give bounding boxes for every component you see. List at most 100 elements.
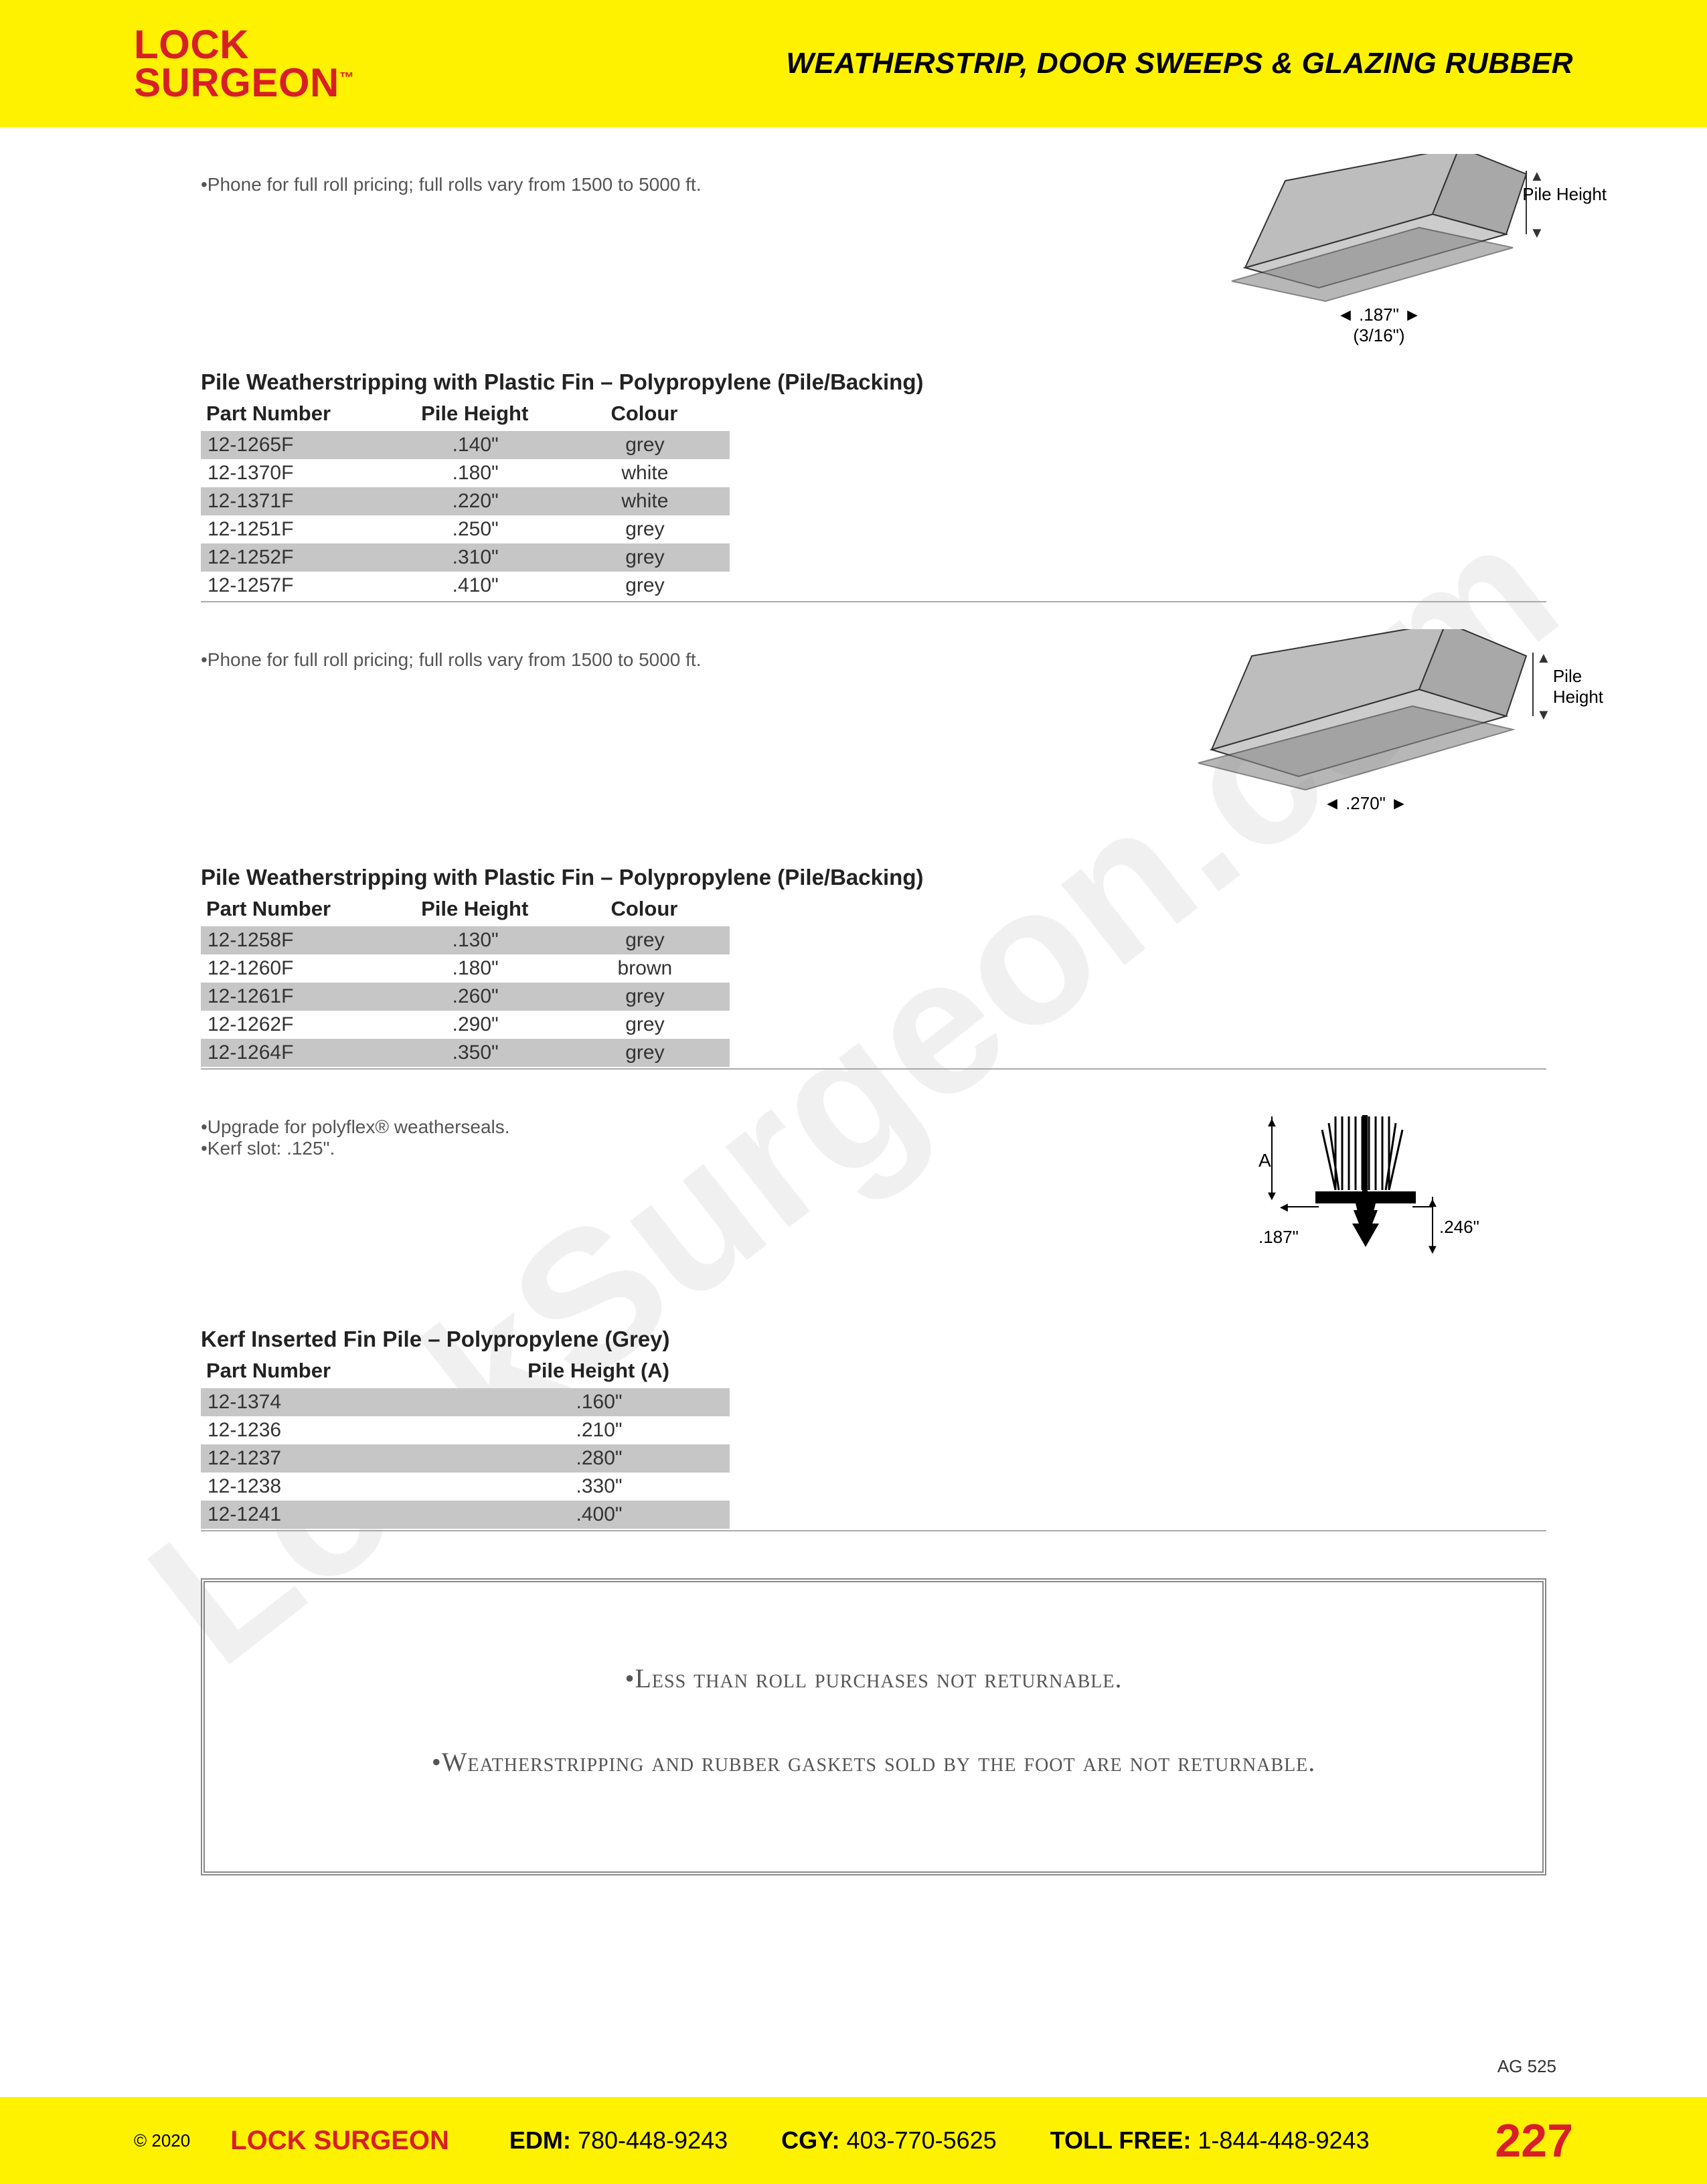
- section1-table: Part Number Pile Height Colour 12-1265F.…: [201, 399, 730, 600]
- cgy-label: CGY:: [781, 2126, 839, 2154]
- cell: .410": [391, 572, 560, 600]
- brand-logo: LOCK SURGEON™: [134, 25, 354, 102]
- svg-text:▲: ▲: [1536, 649, 1551, 666]
- arrow-right-icon: ►: [1404, 305, 1421, 325]
- page-container: LOCK SURGEON™ WEATHERSTRIP, DOOR SWEEPS …: [0, 0, 1707, 2184]
- table-row: 12-1264F.350"grey: [201, 1039, 730, 1067]
- diagram3-left-dim: .187": [1258, 1227, 1299, 1248]
- cell: .260": [391, 983, 560, 1011]
- cell: 12-1265F: [201, 431, 391, 459]
- table-header-row: Part Number Pile Height Colour: [201, 894, 730, 926]
- table-header-row: Part Number Pile Height Colour: [201, 399, 730, 431]
- arrow-left-icon: ◄: [1323, 793, 1341, 813]
- cell: 12-1262F: [201, 1011, 391, 1039]
- section-2: •Phone for full roll pricing; full rolls…: [201, 649, 1566, 1070]
- header-bar: LOCK SURGEON™ WEATHERSTRIP, DOOR SWEEPS …: [0, 0, 1707, 127]
- logo-line2: SURGEON: [134, 60, 339, 105]
- cell: .180": [391, 954, 560, 983]
- contact-edm: EDM: 780-448-9243: [509, 2126, 728, 2155]
- section-rule: [201, 1530, 1546, 1531]
- page-number: 227: [1495, 2114, 1573, 2167]
- cell: 12-1252F: [201, 543, 391, 572]
- cell: grey: [560, 926, 730, 954]
- table-row: 12-1260F.180"brown: [201, 954, 730, 983]
- pile-diagram-2: ▲ ▼: [1165, 629, 1566, 803]
- section3-diagram: ▲▼ ▲▼ ◄ A .187" .246": [1198, 1110, 1506, 1274]
- cell: grey: [560, 1011, 730, 1039]
- diagram2-base-width: .270": [1346, 793, 1386, 813]
- cell: .220": [391, 487, 560, 515]
- ag-code: AG 525: [1497, 2056, 1556, 2077]
- cell: grey: [560, 572, 730, 600]
- cell: .310": [391, 543, 560, 572]
- cell: brown: [560, 954, 730, 983]
- cell: .250": [391, 515, 560, 543]
- cell: 12-1241: [201, 1501, 469, 1529]
- cell: white: [560, 459, 730, 487]
- disclaimer-line2: •Weatherstripping and rubber gaskets sol…: [238, 1746, 1509, 1778]
- section-rule: [201, 601, 1546, 602]
- section-3: •Upgrade for polyflex® weatherseals. •Ke…: [201, 1116, 1566, 1531]
- section2-diagram: ▲ ▼ Pile Height ◄ .270" ►: [1165, 629, 1566, 814]
- table-row: 12-1265F.140"grey: [201, 431, 730, 459]
- edm-number: 780-448-9243: [578, 2126, 728, 2154]
- cell: 12-1371F: [201, 487, 391, 515]
- disclaimer-line1: •Less than roll purchases not returnable…: [238, 1663, 1509, 1694]
- section-rule: [201, 1068, 1546, 1070]
- arrow-right-icon: ►: [1390, 793, 1408, 813]
- table-row: 12-1374.160": [201, 1388, 730, 1416]
- footer-bar: © 2020 LOCK SURGEON EDM: 780-448-9243 CG…: [0, 2097, 1707, 2184]
- col-pile-height: Pile Height: [391, 894, 560, 926]
- cell: .130": [391, 926, 560, 954]
- svg-text:▼: ▼: [1536, 706, 1551, 723]
- cell: 12-1257F: [201, 572, 391, 600]
- section1-diagram: ▲ ▼ Pile Height ◄ .187" ► (3/16"): [1192, 154, 1566, 346]
- table-row: 12-1238.330": [201, 1473, 730, 1501]
- edm-label: EDM:: [509, 2126, 571, 2154]
- cgy-number: 403-770-5625: [846, 2126, 996, 2154]
- content-area: •Phone for full roll pricing; full rolls…: [0, 127, 1707, 1875]
- diagram3-letter-a: A: [1258, 1150, 1271, 1171]
- diagram2-height-label: Pile Height: [1553, 666, 1603, 707]
- section-1: •Phone for full roll pricing; full rolls…: [201, 174, 1566, 602]
- cell: .210": [469, 1416, 730, 1444]
- table-row: 12-1262F.290"grey: [201, 1011, 730, 1039]
- table-row: 12-1251F.250"grey: [201, 515, 730, 543]
- contact-cgy: CGY: 403-770-5625: [781, 2126, 997, 2155]
- svg-text:▼: ▼: [1265, 1189, 1279, 1203]
- cell: grey: [560, 431, 730, 459]
- toll-label: TOLL FREE:: [1050, 2126, 1192, 2154]
- diagram3-right-dim: .246": [1439, 1217, 1479, 1238]
- diagram1-base-sub: (3/16"): [1353, 325, 1404, 345]
- pile-diagram-1: ▲ ▼: [1192, 154, 1566, 315]
- table-row: 12-1261F.260"grey: [201, 983, 730, 1011]
- table-row: 12-1371F.220"white: [201, 487, 730, 515]
- col-pile-height: Pile Height: [391, 399, 560, 431]
- cell: grey: [560, 515, 730, 543]
- cell: .400": [469, 1501, 730, 1529]
- table-row: 12-1241.400": [201, 1501, 730, 1529]
- table-row: 12-1236.210": [201, 1416, 730, 1444]
- table-row: 12-1370F.180"white: [201, 459, 730, 487]
- col-colour: Colour: [560, 894, 730, 926]
- cell: grey: [560, 983, 730, 1011]
- svg-text:▲: ▲: [1265, 1115, 1279, 1130]
- logo-trademark: ™: [339, 69, 355, 86]
- col-pile-height-a: Pile Height (A): [469, 1356, 730, 1388]
- cell: 12-1258F: [201, 926, 391, 954]
- section2-title: Pile Weatherstripping with Plastic Fin –…: [201, 865, 1566, 890]
- section3-title: Kerf Inserted Fin Pile – Polypropylene (…: [201, 1327, 1566, 1352]
- cell: .330": [469, 1473, 730, 1501]
- cell: 12-1264F: [201, 1039, 391, 1067]
- svg-text:◄: ◄: [1277, 1200, 1291, 1215]
- cell: 12-1260F: [201, 954, 391, 983]
- cell: .160": [469, 1388, 730, 1416]
- table-row: 12-1257F.410"grey: [201, 572, 730, 600]
- cell: .280": [469, 1444, 730, 1473]
- contact-tollfree: TOLL FREE: 1-844-448-9243: [1050, 2126, 1370, 2155]
- arrow-left-icon: ◄: [1337, 305, 1354, 325]
- cell: 12-1370F: [201, 459, 391, 487]
- table-row: 12-1258F.130"grey: [201, 926, 730, 954]
- svg-text:▲: ▲: [1530, 167, 1544, 184]
- cell: 12-1261F: [201, 983, 391, 1011]
